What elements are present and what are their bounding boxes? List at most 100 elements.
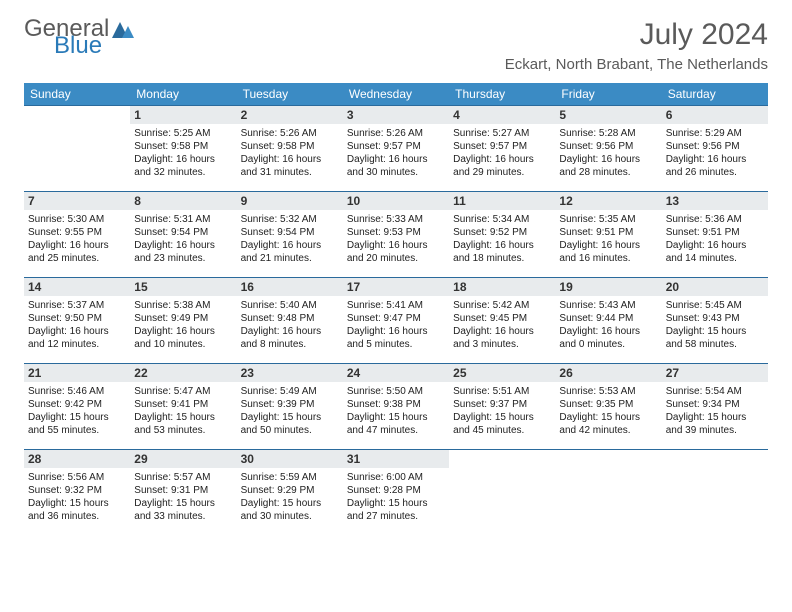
day-cell: 18 Sunrise: 5:42 AMSunset: 9:45 PMDayligh… — [449, 277, 555, 363]
day-cell: 9 Sunrise: 5:32 AMSunset: 9:54 PMDaylight… — [237, 191, 343, 277]
day-cell: 16Sunrise: 5:40 AMSunset: 9:48 PMDayligh… — [237, 277, 343, 363]
day-number: 21 — [24, 364, 130, 382]
day-info: Sunrise: 5:29 AMSunset: 9:56 PMDaylight:… — [666, 127, 764, 179]
day-info: Sunrise: 5:32 AMSunset: 9:54 PMDaylight:… — [241, 213, 339, 265]
day-number: 28 — [24, 450, 130, 468]
day-cell: 24 Sunrise: 5:50 AMSunset: 9:38 PMDayligh… — [343, 363, 449, 449]
calendar-grid: SundayMondayTuesdayWednesdayThursdayFrid… — [24, 83, 768, 535]
day-info: Sunrise: 5:49 AMSunset: 9:39 PMDaylight:… — [241, 385, 339, 437]
day-info: Sunrise: 5:42 AMSunset: 9:45 PMDaylight:… — [453, 299, 551, 351]
day-cell: 3 Sunrise: 5:26 AMSunset: 9:57 PMDaylight… — [343, 105, 449, 191]
day-info: Sunrise: 5:54 AMSunset: 9:34 PMDaylight:… — [666, 385, 764, 437]
logo: General Blue — [24, 18, 134, 58]
day-number: 12 — [555, 192, 661, 210]
day-number: 11 — [449, 192, 555, 210]
day-cell: 6 Sunrise: 5:29 AMSunset: 9:56 PMDaylight… — [662, 105, 768, 191]
day-cell: 5Sunrise: 5:28 AMSunset: 9:56 PMDaylight… — [555, 105, 661, 191]
day-cell: 11Sunrise: 5:34 AMSunset: 9:52 PMDayligh… — [449, 191, 555, 277]
day-info: Sunrise: 6:00 AMSunset: 9:28 PMDaylight:… — [347, 471, 445, 523]
day-cell: 4 Sunrise: 5:27 AMSunset: 9:57 PMDaylight… — [449, 105, 555, 191]
day-cell: 8 Sunrise: 5:31 AMSunset: 9:54 PMDaylight… — [130, 191, 236, 277]
day-number: 17 — [343, 278, 449, 296]
empty-cell — [449, 449, 555, 535]
day-cell: 7 Sunrise: 5:30 AMSunset: 9:55 PMDaylight… — [24, 191, 130, 277]
day-number: 7 — [24, 192, 130, 210]
day-cell: 25 Sunrise: 5:51 AMSunset: 9:37 PMDayligh… — [449, 363, 555, 449]
day-cell: 27 Sunrise: 5:54 AMSunset: 9:34 PMDayligh… — [662, 363, 768, 449]
day-cell: 22 Sunrise: 5:47 AMSunset: 9:41 PMDayligh… — [130, 363, 236, 449]
day-number: 13 — [662, 192, 768, 210]
day-info: Sunrise: 5:31 AMSunset: 9:54 PMDaylight:… — [134, 213, 232, 265]
day-number: 22 — [130, 364, 236, 382]
day-cell: 19 Sunrise: 5:43 AMSunset: 9:44 PMDayligh… — [555, 277, 661, 363]
empty-cell — [555, 449, 661, 535]
page-title: July 2024 — [505, 18, 768, 52]
day-number: 24 — [343, 364, 449, 382]
day-info: Sunrise: 5:38 AMSunset: 9:49 PMDaylight:… — [134, 299, 232, 351]
day-number: 9 — [237, 192, 343, 210]
day-info: Sunrise: 5:36 AMSunset: 9:51 PMDaylight:… — [666, 213, 764, 265]
day-number: 19 — [555, 278, 661, 296]
day-info: Sunrise: 5:35 AMSunset: 9:51 PMDaylight:… — [559, 213, 657, 265]
day-info: Sunrise: 5:25 AMSunset: 9:58 PMDaylight:… — [134, 127, 232, 179]
empty-cell — [24, 105, 130, 191]
day-cell: 15 Sunrise: 5:38 AMSunset: 9:49 PMDayligh… — [130, 277, 236, 363]
day-info: Sunrise: 5:56 AMSunset: 9:32 PMDaylight:… — [28, 471, 126, 523]
day-number: 30 — [237, 450, 343, 468]
day-number: 20 — [662, 278, 768, 296]
day-info: Sunrise: 5:43 AMSunset: 9:44 PMDaylight:… — [559, 299, 657, 351]
day-number: 18 — [449, 278, 555, 296]
day-cell: 13 Sunrise: 5:36 AMSunset: 9:51 PMDayligh… — [662, 191, 768, 277]
day-info: Sunrise: 5:33 AMSunset: 9:53 PMDaylight:… — [347, 213, 445, 265]
day-info: Sunrise: 5:46 AMSunset: 9:42 PMDaylight:… — [28, 385, 126, 437]
day-number: 29 — [130, 450, 236, 468]
day-cell: 10 Sunrise: 5:33 AMSunset: 9:53 PMDayligh… — [343, 191, 449, 277]
day-info: Sunrise: 5:27 AMSunset: 9:57 PMDaylight:… — [453, 127, 551, 179]
day-cell: 29 Sunrise: 5:57 AMSunset: 9:31 PMDayligh… — [130, 449, 236, 535]
day-number: 3 — [343, 106, 449, 124]
day-cell: 20 Sunrise: 5:45 AMSunset: 9:43 PMDayligh… — [662, 277, 768, 363]
day-number: 8 — [130, 192, 236, 210]
day-info: Sunrise: 5:40 AMSunset: 9:48 PMDaylight:… — [241, 299, 339, 351]
day-cell: 1 Sunrise: 5:25 AMSunset: 9:58 PMDaylight… — [130, 105, 236, 191]
empty-cell — [662, 449, 768, 535]
logo-text-blue: Blue — [54, 35, 134, 58]
day-header: Thursday — [449, 83, 555, 105]
day-header: Monday — [130, 83, 236, 105]
day-info: Sunrise: 5:37 AMSunset: 9:50 PMDaylight:… — [28, 299, 126, 351]
day-number: 15 — [130, 278, 236, 296]
day-number: 5 — [555, 106, 661, 124]
day-info: Sunrise: 5:51 AMSunset: 9:37 PMDaylight:… — [453, 385, 551, 437]
day-number: 26 — [555, 364, 661, 382]
day-info: Sunrise: 5:30 AMSunset: 9:55 PMDaylight:… — [28, 213, 126, 265]
day-info: Sunrise: 5:57 AMSunset: 9:31 PMDaylight:… — [134, 471, 232, 523]
day-number: 2 — [237, 106, 343, 124]
day-info: Sunrise: 5:53 AMSunset: 9:35 PMDaylight:… — [559, 385, 657, 437]
day-info: Sunrise: 5:45 AMSunset: 9:43 PMDaylight:… — [666, 299, 764, 351]
day-header: Saturday — [662, 83, 768, 105]
day-cell: 23Sunrise: 5:49 AMSunset: 9:39 PMDayligh… — [237, 363, 343, 449]
day-number: 4 — [449, 106, 555, 124]
day-number: 27 — [662, 364, 768, 382]
day-header: Wednesday — [343, 83, 449, 105]
day-info: Sunrise: 5:41 AMSunset: 9:47 PMDaylight:… — [347, 299, 445, 351]
day-info: Sunrise: 5:59 AMSunset: 9:29 PMDaylight:… — [241, 471, 339, 523]
day-cell: 17 Sunrise: 5:41 AMSunset: 9:47 PMDayligh… — [343, 277, 449, 363]
day-cell: 14 Sunrise: 5:37 AMSunset: 9:50 PMDayligh… — [24, 277, 130, 363]
day-cell: 2 Sunrise: 5:26 AMSunset: 9:58 PMDaylight… — [237, 105, 343, 191]
day-cell: 30 Sunrise: 5:59 AMSunset: 9:29 PMDayligh… — [237, 449, 343, 535]
day-info: Sunrise: 5:26 AMSunset: 9:58 PMDaylight:… — [241, 127, 339, 179]
day-cell: 31 Sunrise: 6:00 AMSunset: 9:28 PMDayligh… — [343, 449, 449, 535]
day-info: Sunrise: 5:47 AMSunset: 9:41 PMDaylight:… — [134, 385, 232, 437]
day-number: 14 — [24, 278, 130, 296]
day-number: 31 — [343, 450, 449, 468]
day-number: 1 — [130, 106, 236, 124]
day-cell: 28 Sunrise: 5:56 AMSunset: 9:32 PMDayligh… — [24, 449, 130, 535]
day-number: 25 — [449, 364, 555, 382]
day-info: Sunrise: 5:26 AMSunset: 9:57 PMDaylight:… — [347, 127, 445, 179]
day-info: Sunrise: 5:50 AMSunset: 9:38 PMDaylight:… — [347, 385, 445, 437]
day-cell: 21 Sunrise: 5:46 AMSunset: 9:42 PMDayligh… — [24, 363, 130, 449]
day-number: 6 — [662, 106, 768, 124]
day-number: 10 — [343, 192, 449, 210]
day-header: Tuesday — [237, 83, 343, 105]
